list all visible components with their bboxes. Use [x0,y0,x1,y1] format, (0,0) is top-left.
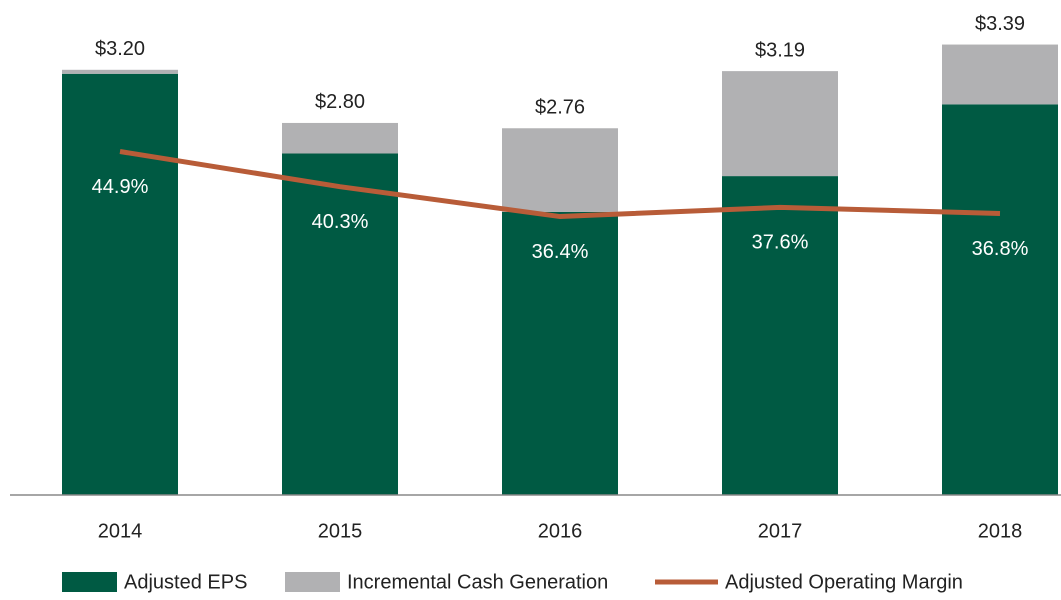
bar-segment [282,122,398,154]
total-label: $2.80 [315,91,365,113]
bar-segment [62,73,178,495]
x-tick-label: 2016 [538,520,583,542]
bar-segment [502,211,618,495]
total-label: $3.19 [755,39,805,61]
legend-label: Adjusted EPS [124,571,247,593]
line-value-label: 37.6% [752,232,809,254]
line-value-label: 36.8% [972,238,1029,260]
legend-swatch [62,572,117,592]
x-tick-label: 2018 [978,520,1023,542]
line-value-label: 40.3% [312,211,369,233]
total-label: $3.39 [975,13,1025,35]
legend-label: Adjusted Operating Margin [725,571,963,593]
bar-segment [282,153,398,496]
line-value-label: 36.4% [532,241,589,263]
bar-segment [942,44,1058,105]
bar-segment [942,104,1058,495]
bar-segment [502,128,618,212]
legend: Adjusted EPS Incremental Cash Generation… [62,571,963,593]
line-value-label: 44.9% [92,176,149,198]
total-label: $2.76 [535,97,585,119]
x-tick-label: 2015 [318,520,363,542]
x-tick-label: 2017 [758,520,803,542]
x-tick-label: 2014 [98,520,143,542]
bar-segment [62,69,178,74]
bar-segment [722,176,838,495]
line-series [119,149,1001,220]
bar-segment [722,71,838,177]
total-label: $3.20 [95,38,145,60]
legend-label: Incremental Cash Generation [347,571,608,593]
legend-swatch [285,572,340,592]
